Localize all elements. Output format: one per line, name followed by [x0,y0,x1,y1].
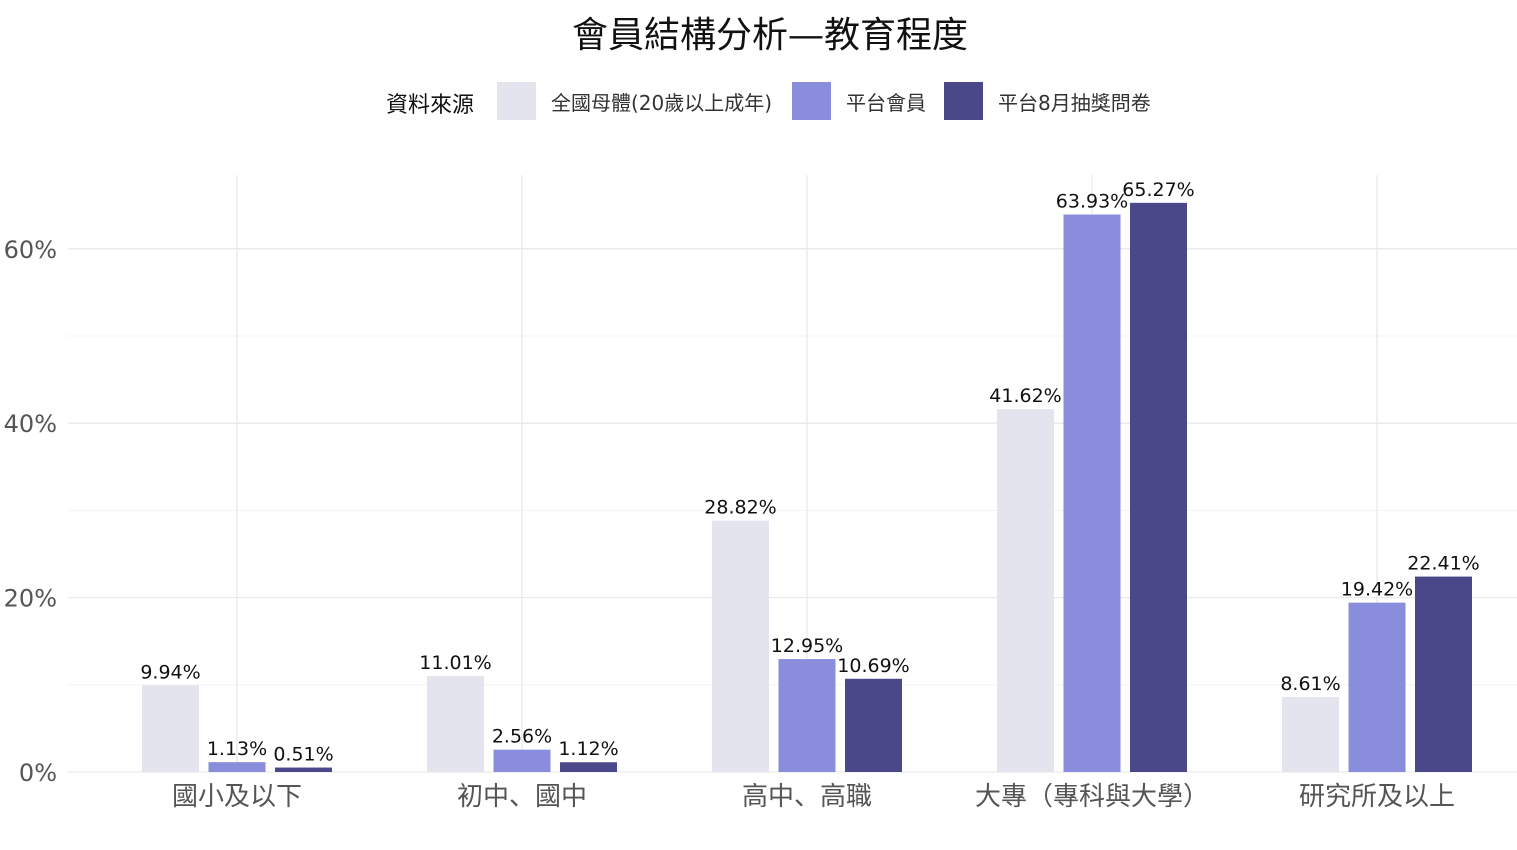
bar [1415,576,1472,772]
bar-value-label: 10.69% [837,655,909,677]
bar-value-label: 12.95% [771,635,843,657]
bar [1063,214,1121,772]
bar-value-label: 9.94% [140,661,200,683]
bars [142,202,1472,773]
bar-value-label: 2.56% [492,726,552,748]
bar [845,678,902,772]
bar [275,767,332,772]
bar [1130,202,1187,773]
x-category-label: 研究所及以上 [1299,782,1455,812]
bar [427,675,484,772]
bar [560,762,617,772]
bar [997,409,1054,772]
bar-value-label: 19.42% [1341,579,1413,601]
y-tick-label: 60% [4,236,57,264]
x-category-label: 初中、國中 [457,782,587,812]
bar-value-label: 11.01% [419,652,491,674]
legend-label: 平台8月抽獎問卷 [998,91,1151,115]
bar-value-label: 1.13% [207,738,267,760]
bar [493,749,551,772]
bar-value-label: 1.12% [558,738,618,760]
bar-value-label: 22.41% [1407,553,1479,575]
data-labels: 9.94% 1.13% 0.51% 11.01% 2.56% 1.12% 28.82% 12.… [140,179,1479,766]
bar [712,520,769,772]
bar-value-label: 0.51% [273,744,333,766]
bar-value-label: 63.93% [1056,191,1128,213]
x-category-label: 大專（專科與大學） [975,782,1209,812]
legend-swatch [792,82,831,120]
bar [1282,696,1339,772]
chart-title: 會員結構分析—教育程度 [572,15,968,56]
bar-value-label: 8.61% [1280,673,1340,695]
bar [142,685,199,772]
bar-value-label: 65.27% [1122,179,1194,201]
bar-value-label: 28.82% [704,497,776,519]
y-tick-label: 0% [19,759,57,787]
bar [208,762,266,772]
legend: 資料來源 全國母體(20歲以上成年) 平台會員 平台8月抽獎問卷 [386,82,1151,120]
legend-swatch [497,82,536,120]
y-axis: 0% 20% 40% 60% [4,236,57,787]
legend-swatch [944,82,983,120]
x-category-label: 國小及以下 [172,782,302,812]
x-category-label: 高中、高職 [742,782,872,812]
bar-value-label: 41.62% [989,385,1061,407]
legend-label: 全國母體(20歲以上成年) [551,91,772,115]
bar [778,659,836,772]
legend-label: 平台會員 [846,91,926,115]
y-tick-label: 20% [4,585,57,613]
legend-title: 資料來源 [386,93,474,118]
y-tick-label: 40% [4,410,57,438]
bar [1348,602,1406,772]
x-axis: 國小及以下 初中、國中 高中、高職 大專（專科與大學） 研究所及以上 [172,782,1455,812]
